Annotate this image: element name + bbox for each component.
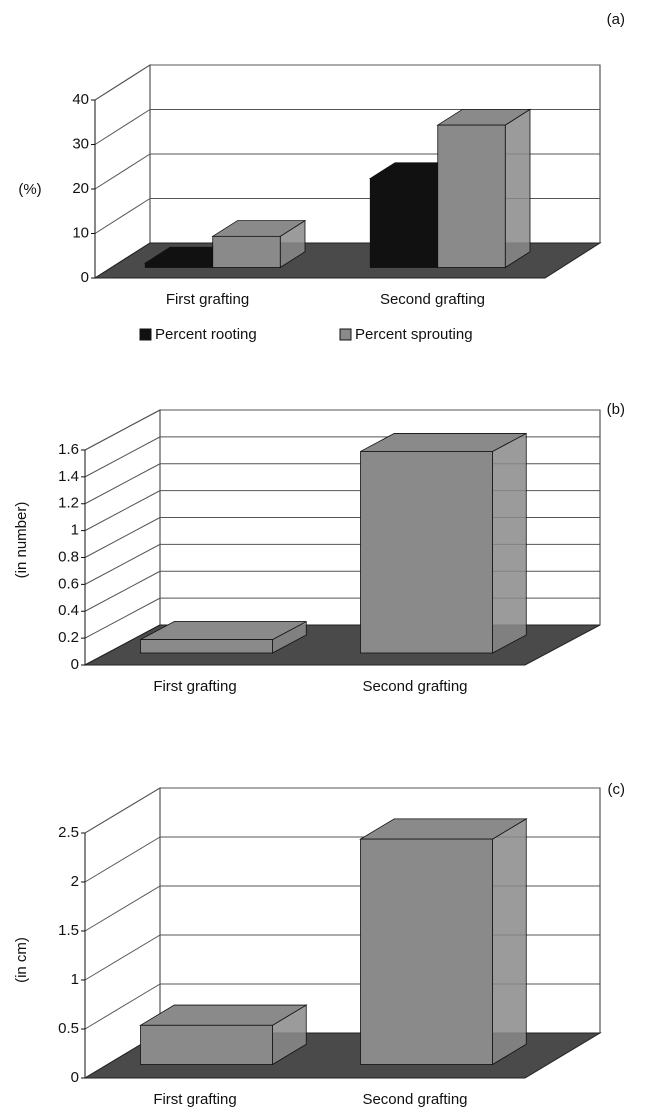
x-tick-label: First grafting bbox=[153, 678, 236, 695]
grid-line-side bbox=[84, 597, 161, 639]
grid-line-side bbox=[84, 885, 161, 932]
y-tick-label: 1.4 bbox=[58, 468, 79, 485]
y-axis-label: (in number) bbox=[13, 502, 30, 579]
bar bbox=[212, 235, 281, 268]
bar bbox=[140, 639, 273, 654]
y-tick-label: 1 bbox=[71, 522, 79, 539]
grid-line-side bbox=[94, 64, 151, 101]
bar-side bbox=[504, 108, 531, 269]
grid-line-side bbox=[84, 409, 161, 451]
x-tick-label: First grafting bbox=[153, 1091, 236, 1108]
grid-line-side bbox=[84, 436, 161, 478]
y-tick-label: 1.2 bbox=[58, 495, 79, 512]
x-tick-label: Second grafting bbox=[380, 291, 485, 308]
y-tick-label: 0.6 bbox=[58, 575, 79, 592]
grid-line-side bbox=[84, 517, 161, 558]
grid-line-side bbox=[84, 570, 161, 612]
y-tick-label: 40 bbox=[72, 91, 89, 108]
y-tick-label: 0 bbox=[81, 269, 89, 286]
x-tick-label: First grafting bbox=[166, 291, 249, 308]
bar bbox=[360, 451, 493, 654]
grid-line-side bbox=[94, 198, 151, 234]
grid-line-side bbox=[84, 543, 161, 585]
bar bbox=[144, 262, 214, 268]
grid-line-side bbox=[84, 934, 161, 981]
y-axis-label: (%) bbox=[18, 181, 41, 198]
bar-side bbox=[492, 818, 527, 1066]
y-tick-label: 0.8 bbox=[58, 548, 79, 565]
y-axis-label: (in cm) bbox=[13, 937, 30, 983]
grid-line-side bbox=[84, 787, 161, 834]
bar bbox=[360, 838, 493, 1065]
y-tick-label: 0 bbox=[71, 1069, 79, 1086]
y-tick-label: 1.5 bbox=[58, 922, 79, 939]
bar-side bbox=[492, 432, 527, 654]
bar bbox=[140, 1024, 273, 1065]
x-tick-label: Second grafting bbox=[362, 1091, 467, 1108]
legend-swatch bbox=[139, 328, 152, 341]
y-tick-label: 0 bbox=[71, 656, 79, 673]
legend-label: Percent sprouting bbox=[355, 326, 473, 343]
y-tick-label: 30 bbox=[72, 135, 89, 152]
y-tick-label: 2.5 bbox=[58, 824, 79, 841]
grid-line-side bbox=[84, 463, 161, 505]
y-tick-label: 2 bbox=[71, 873, 79, 890]
bar bbox=[369, 178, 439, 268]
grid-line-side bbox=[84, 836, 161, 883]
y-tick-label: 0.4 bbox=[58, 602, 79, 619]
legend-swatch bbox=[339, 328, 352, 341]
grid-line-side bbox=[84, 490, 161, 532]
y-tick-label: 10 bbox=[72, 224, 89, 241]
y-tick-label: 0.2 bbox=[58, 629, 79, 646]
grid-line-side bbox=[84, 983, 161, 1030]
bar bbox=[437, 124, 506, 268]
x-tick-label: Second grafting bbox=[362, 678, 467, 695]
grid-line-side bbox=[94, 153, 151, 190]
legend-label: Percent rooting bbox=[155, 326, 257, 343]
grid-line-side bbox=[94, 109, 151, 145]
y-tick-label: 1 bbox=[71, 971, 79, 988]
panel-label: (a) bbox=[607, 11, 625, 28]
y-tick-label: 1.6 bbox=[58, 441, 79, 458]
y-tick-label: 0.5 bbox=[58, 1020, 79, 1037]
panel-label: (c) bbox=[608, 781, 626, 798]
y-tick-label: 20 bbox=[72, 180, 89, 197]
panel-label: (b) bbox=[607, 401, 625, 418]
